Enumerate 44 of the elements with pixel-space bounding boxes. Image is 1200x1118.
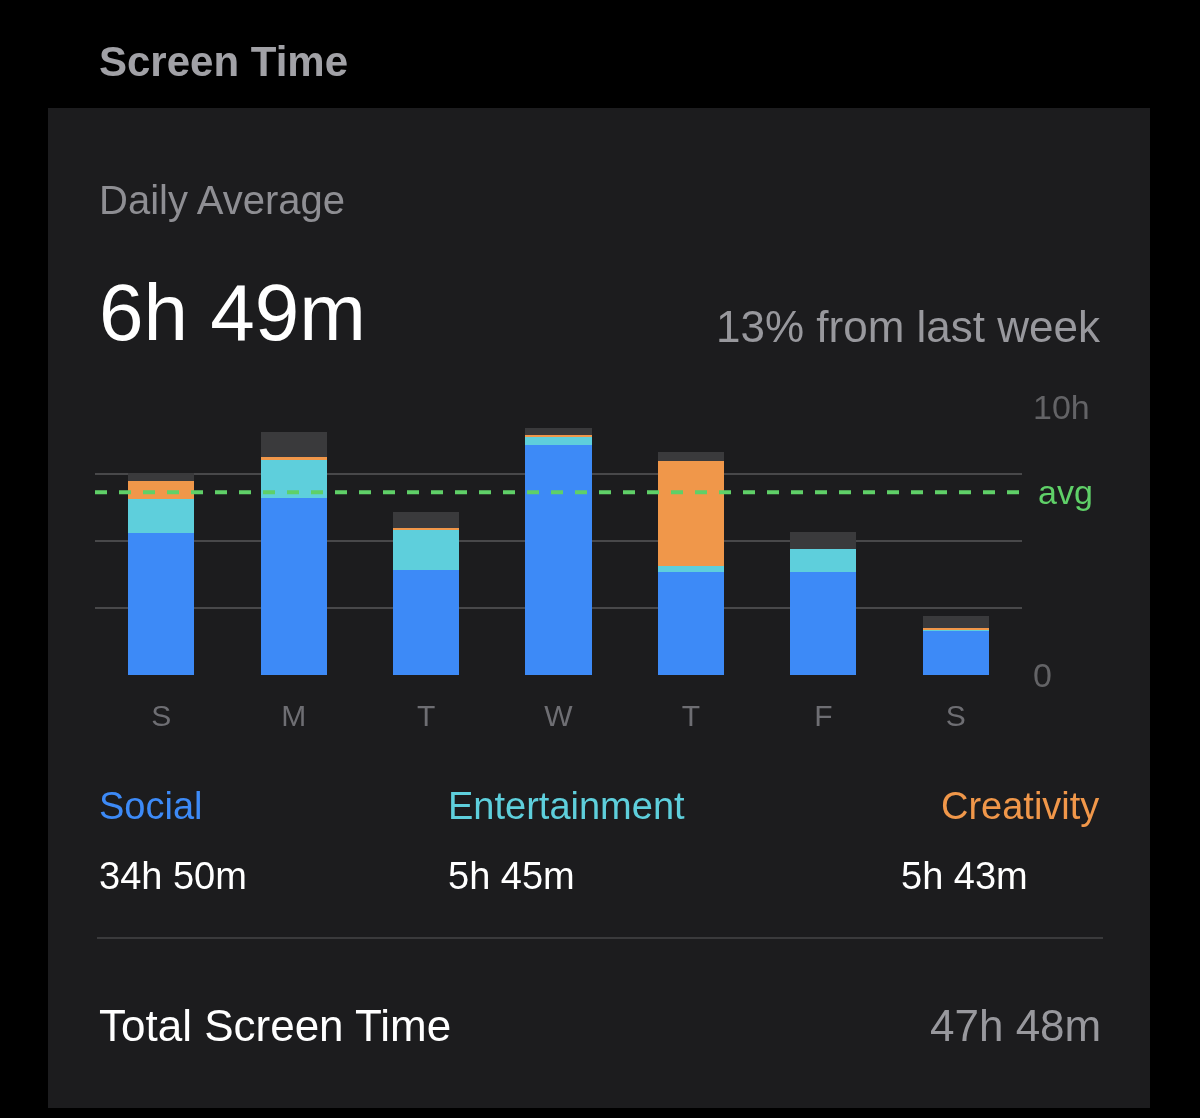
y-tick-label: 0 xyxy=(1033,655,1052,694)
bar xyxy=(657,572,725,675)
bar xyxy=(260,431,327,457)
bar xyxy=(525,445,592,675)
bar xyxy=(657,460,725,567)
bar xyxy=(260,459,327,498)
text: Entertainment xyxy=(448,785,686,827)
bar xyxy=(392,569,460,675)
bar xyxy=(657,566,725,573)
bar xyxy=(525,427,592,435)
y-tick-label: 10h xyxy=(1033,387,1090,426)
text: Social xyxy=(99,785,203,827)
chart-title: Screen Time xyxy=(99,38,349,85)
text: 13% from last week xyxy=(716,302,1101,351)
bar xyxy=(128,532,195,675)
chart-subtitle: Daily Average xyxy=(99,178,346,222)
bar xyxy=(392,529,460,570)
bar xyxy=(657,451,725,461)
bar xyxy=(260,497,327,675)
bar xyxy=(790,572,857,675)
bar xyxy=(128,498,195,533)
x-tick-label: T xyxy=(416,699,436,732)
x-tick-label: F xyxy=(814,699,833,732)
text: Total Screen Time xyxy=(99,1001,452,1050)
x-tick-label: T xyxy=(681,699,701,732)
x-tick-label: W xyxy=(544,699,574,732)
x-tick-label: S xyxy=(151,699,172,732)
text: 6h 49m xyxy=(99,268,366,357)
text: 47h 48m xyxy=(930,1001,1102,1050)
bar xyxy=(922,616,989,628)
x-tick-label: S xyxy=(945,699,966,732)
ref-line-label: avg xyxy=(1038,473,1093,511)
x-tick-label: M xyxy=(281,699,307,732)
bar xyxy=(790,531,857,549)
bar xyxy=(922,630,989,675)
text: 5h 43m xyxy=(901,855,1028,897)
bar xyxy=(525,436,592,446)
bar xyxy=(260,456,327,460)
text: 5h 45m xyxy=(448,855,575,897)
bar xyxy=(128,472,195,481)
text: 34h 50m xyxy=(99,855,247,897)
bar xyxy=(392,512,460,529)
text: Creativity xyxy=(941,785,1100,827)
bar xyxy=(790,548,857,573)
